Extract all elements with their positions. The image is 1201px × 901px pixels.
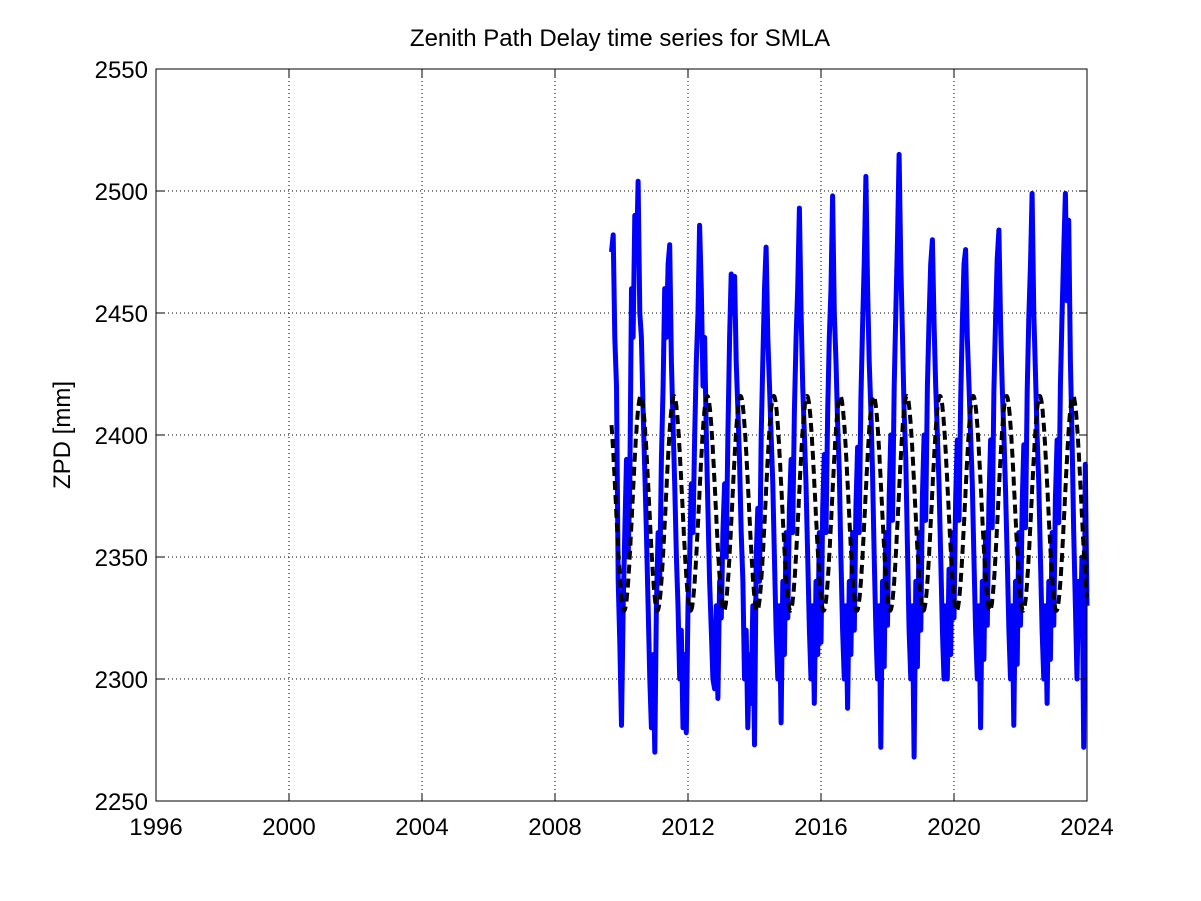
x-tick-label: 2004 [395,814,448,841]
y-tick-label: 2350 [95,545,148,572]
y-tick-label: 2400 [95,423,148,450]
x-axis-ticks: 1996 2000 2004 2008 2012 2016 2020 2024 [129,69,1114,841]
x-tick-label: 2024 [1060,814,1113,841]
y-tick-label: 2550 [95,57,148,84]
y-tick-label: 2500 [95,179,148,206]
x-tick-label: 1996 [129,814,182,841]
x-tick-label: 2020 [927,814,980,841]
x-tick-label: 2000 [262,814,315,841]
y-axis-ticks: 2250 2300 2350 2400 2450 2500 2550 [95,57,1087,816]
y-tick-label: 2450 [95,301,148,328]
chart-title: Zenith Path Delay time series for SMLA [410,25,830,52]
y-tick-label: 2250 [95,789,148,816]
zpd-series-line [609,151,1090,760]
series-layer [609,151,1090,760]
x-tick-label: 2008 [528,814,581,841]
y-tick-label: 2300 [95,667,148,694]
x-tick-label: 2012 [661,814,714,841]
x-tick-label: 2016 [794,814,847,841]
y-axis-label: ZPD [mm] [49,381,76,489]
seasonal-model-line [609,394,1089,613]
